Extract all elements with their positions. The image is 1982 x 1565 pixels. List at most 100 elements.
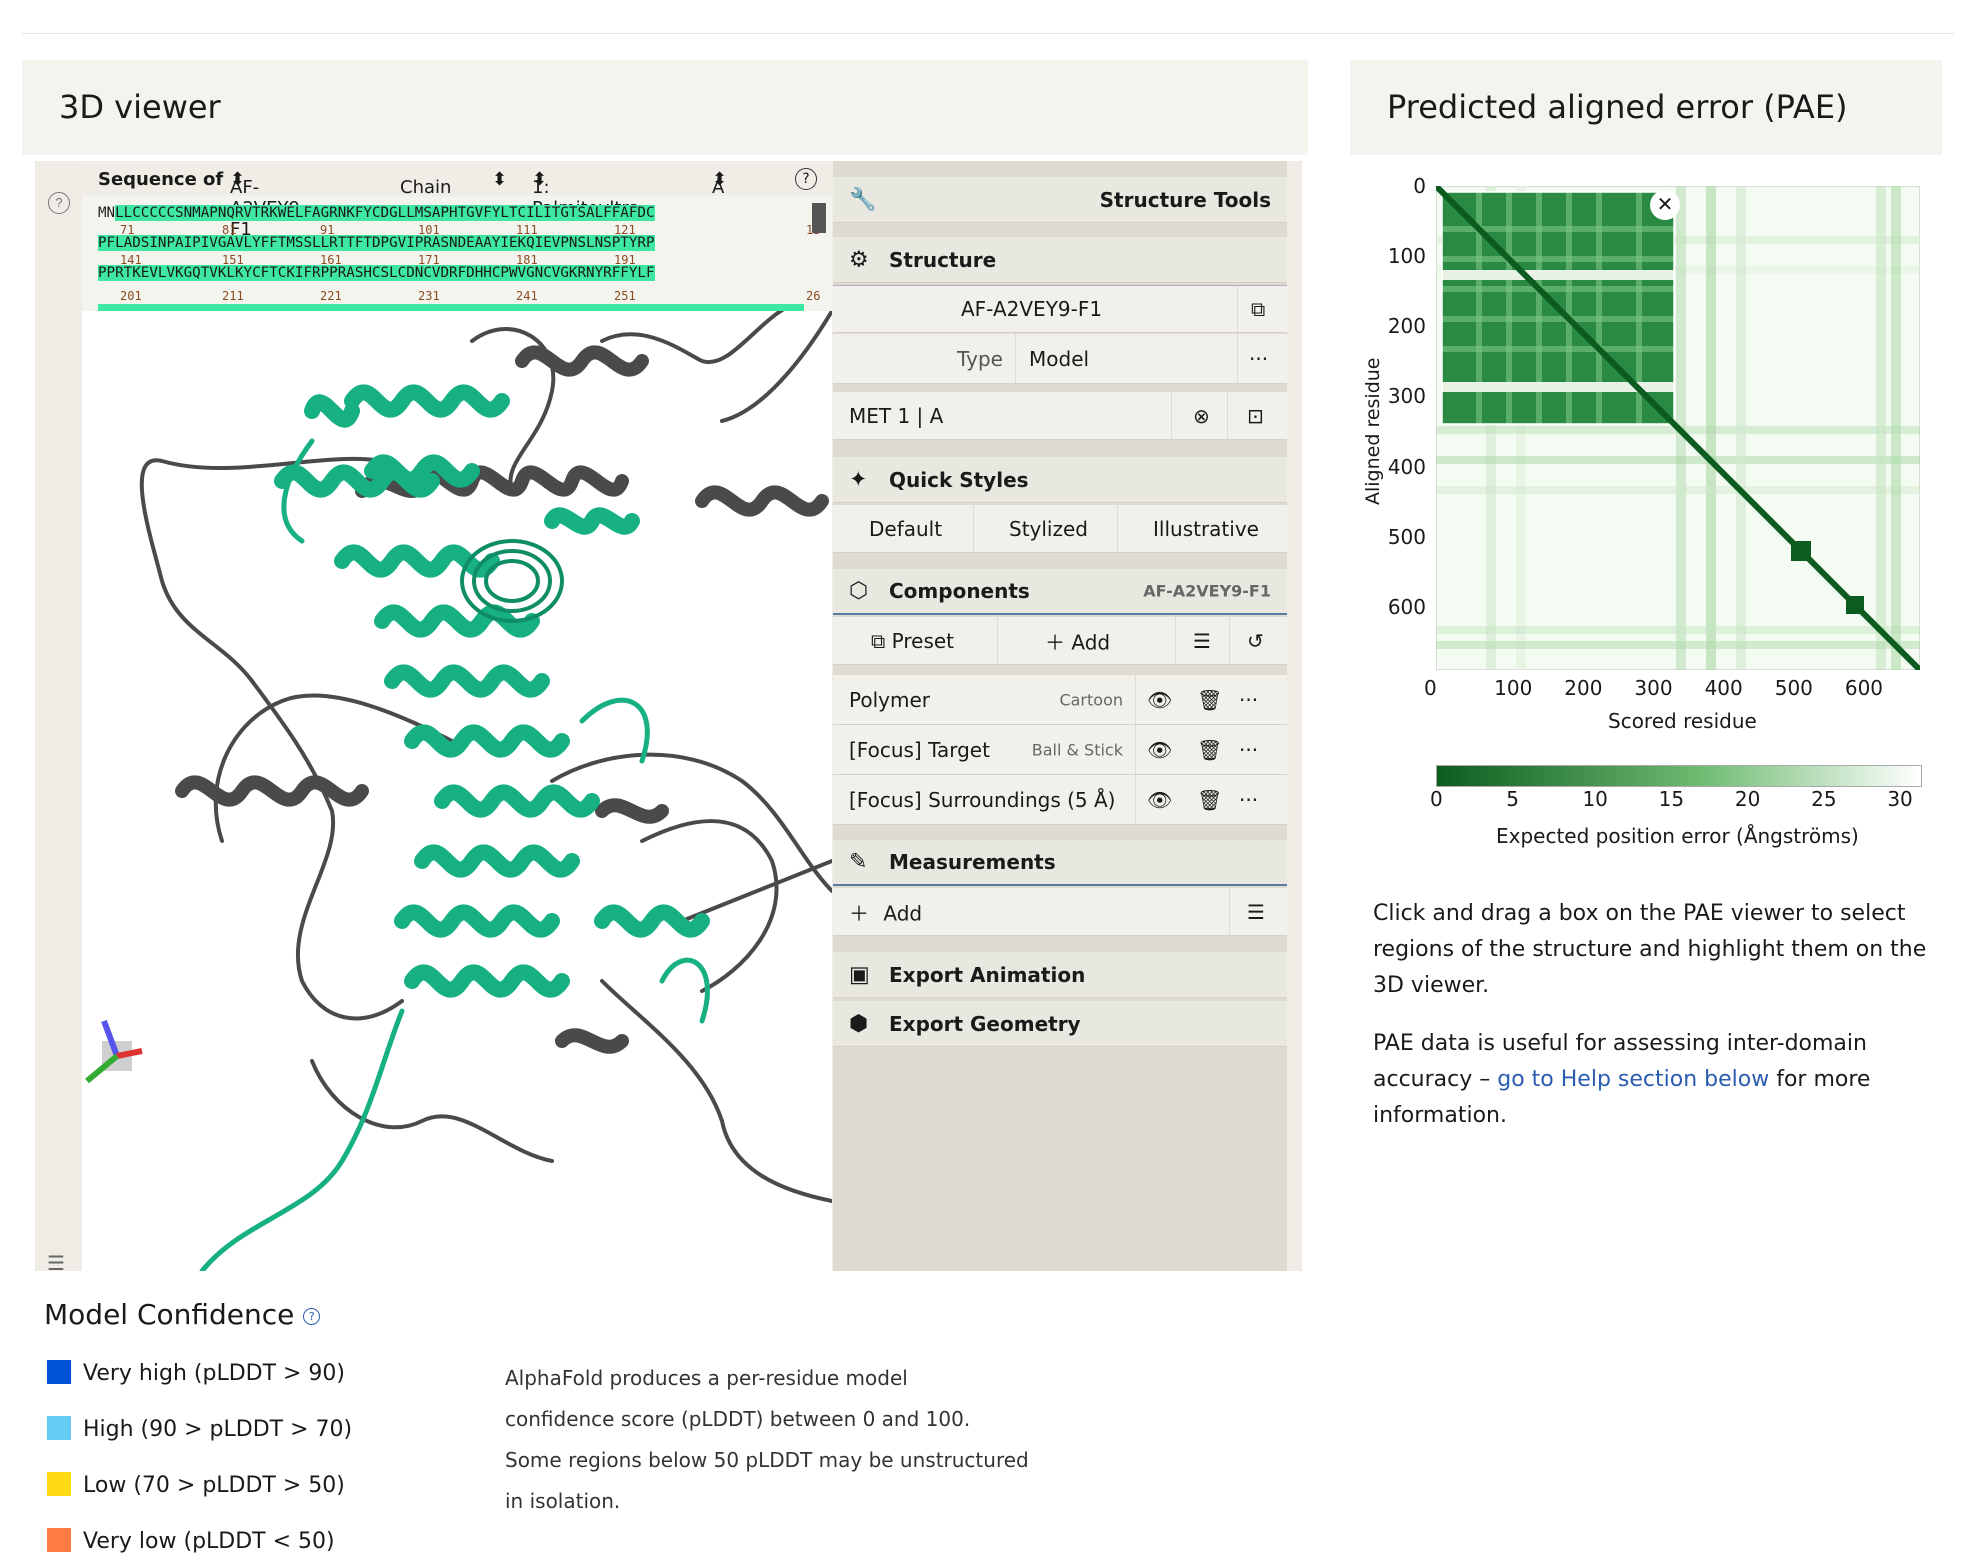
eye-icon[interactable]: 👁 <box>1147 687 1173 712</box>
pae-colorbar-tick: 0 <box>1430 787 1443 811</box>
seq-num: 26 <box>806 289 821 303</box>
structure-entry-row[interactable]: AF-A2VEY9-F1 ⧉ <box>833 285 1287 333</box>
geometry-icon: ⬢ <box>849 1011 869 1036</box>
trash-icon[interactable]: 🗑 <box>1197 687 1223 712</box>
pae-header: Predicted aligned error (PAE) <box>1350 60 1942 155</box>
add-component-button[interactable]: ＋ Add <box>1045 630 1111 654</box>
seq-num: 251 <box>614 289 636 303</box>
magic-wand-icon: ✦ <box>849 467 868 492</box>
structure-section[interactable]: ⚙ Structure <box>833 237 1287 283</box>
component-row-focus-target[interactable]: [Focus] Target Ball & Stick 👁 🗑 ··· <box>833 725 1287 775</box>
help-icon[interactable]: ? <box>48 192 70 214</box>
seq-num: 101 <box>418 223 440 237</box>
sequence-line-3[interactable]: PPRTKEVLVKGQTVKLKYCFTCKIFRPPRASHCSLCDNCV… <box>98 265 655 281</box>
close-selection-icon[interactable]: ✕ <box>1650 190 1680 220</box>
bookmark-icon[interactable]: ⧉ <box>1251 297 1266 321</box>
add-measurement-button[interactable]: ＋ Add <box>849 901 923 925</box>
pae-cell <box>1442 226 1674 232</box>
entry-select[interactable]: AF-A2VEY9-F1 ⬍ <box>230 169 306 240</box>
focus-row: MET 1 | A ⊗ ⊡ <box>833 392 1287 440</box>
measurements-section[interactable]: ✎ Measurements <box>833 840 1287 886</box>
components-section[interactable]: ⬡ Components AF-A2VEY9-F1 <box>833 569 1287 615</box>
more-icon[interactable]: ··· <box>1239 737 1259 762</box>
seq-num: 161 <box>320 253 342 267</box>
pae-y-tick: 400 <box>1387 454 1426 479</box>
chain-select[interactable]: 1: Palmitoyltra... ⬍ <box>532 169 657 219</box>
measurement-options-icon[interactable]: ☰ <box>1247 899 1265 924</box>
pae-x-axis-label: Scored residue <box>1608 709 1757 733</box>
top-divider <box>22 33 1954 34</box>
viewer-left-strip: ? ☰ <box>35 161 82 1275</box>
seq-num: 231 <box>418 289 440 303</box>
sequence-panel: Sequence of AF-A2VEY9-F1 ⬍ Chain ⬍ 1: Pa… <box>82 161 832 311</box>
more-icon[interactable]: ··· <box>1239 687 1259 712</box>
pae-cell <box>1442 382 1674 392</box>
export-geometry-section[interactable]: ⬢ Export Geometry <box>833 1001 1287 1047</box>
model-confidence-title: Model Confidence ? <box>44 1298 321 1331</box>
focus-camera-icon[interactable]: ⊡ <box>1247 403 1264 428</box>
seq-num: 121 <box>614 223 636 237</box>
components-actions-row: ⧉ Preset ＋ Add ☰ ↺ <box>833 617 1287 665</box>
pae-colorbar-tick: 25 <box>1811 787 1837 811</box>
mode-select-arrow-icon[interactable]: ⬍ <box>492 169 508 190</box>
eye-icon[interactable]: 👁 <box>1147 787 1173 812</box>
sequence-help-icon[interactable]: ? <box>795 168 817 190</box>
seq-num: 201 <box>120 289 142 303</box>
pae-y-tick: 300 <box>1387 384 1426 409</box>
measurements-add-row[interactable]: ＋ Add ☰ <box>833 888 1287 936</box>
info-icon[interactable]: ? <box>303 1307 321 1325</box>
settings-sliders-icon[interactable]: ☰ <box>47 1253 65 1275</box>
quick-styles-section[interactable]: ✦ Quick Styles <box>833 457 1287 503</box>
pae-colorbar-tick: 5 <box>1506 787 1519 811</box>
pae-cell <box>1436 456 1920 464</box>
component-row-polymer[interactable]: Polymer Cartoon 👁 🗑 ··· <box>833 675 1287 725</box>
component-row-focus-surroundings[interactable]: [Focus] Surroundings (5 Å) 👁 🗑 ··· <box>833 775 1287 825</box>
viewer-title: 3D viewer <box>59 88 221 126</box>
trash-icon[interactable]: 🗑 <box>1197 787 1223 812</box>
type-value[interactable]: Model <box>1029 346 1090 371</box>
pae-heatmap[interactable] <box>1436 186 1920 670</box>
style-default-button[interactable]: Default <box>869 516 943 541</box>
eye-icon[interactable]: 👁 <box>1147 737 1173 762</box>
history-icon[interactable]: ↺ <box>1247 628 1264 653</box>
pae-cell <box>1436 486 1920 494</box>
protein-structure <box>85 255 832 1271</box>
pae-x-tick: 400 <box>1704 676 1743 700</box>
more-icon[interactable]: ··· <box>1249 346 1269 371</box>
clear-focus-icon[interactable]: ⊗ <box>1193 403 1210 428</box>
sequence-line-2[interactable]: PFLADSINPAIPIVGAVLYFFTMSSLLRTTFTDPGVIPRA… <box>98 235 655 251</box>
chain-id-select[interactable]: A ⬍ <box>712 169 728 198</box>
legend-swatch <box>47 1528 71 1552</box>
wrench-icon: 🔧 <box>849 187 877 212</box>
pae-colorbar-tick: 10 <box>1582 787 1608 811</box>
pae-x-tick: 100 <box>1494 676 1533 700</box>
legend-swatch <box>47 1472 71 1496</box>
pae-cell <box>1442 286 1674 292</box>
help-section-link[interactable]: go to Help section below <box>1497 1067 1770 1092</box>
pae-x-tick: 300 <box>1634 676 1673 700</box>
style-stylized-button[interactable]: Stylized <box>1009 516 1088 541</box>
component-name: Polymer <box>849 687 930 712</box>
pae-description-2: PAE data is useful for assessing inter-d… <box>1373 1031 1871 1128</box>
pae-colorbar <box>1436 765 1922 787</box>
trash-icon[interactable]: 🗑 <box>1197 737 1223 762</box>
pae-cell <box>1636 192 1642 424</box>
preset-button[interactable]: ⧉ Preset <box>871 628 955 653</box>
3d-canvas[interactable]: ⟳ ◎ 🔧 ⛶ ☰ ➚ <box>82 161 832 1271</box>
pae-x-tick: 0 <box>1424 676 1437 700</box>
more-icon[interactable]: ··· <box>1239 787 1259 812</box>
pae-cell <box>1891 186 1901 670</box>
seq-num: 151 <box>222 253 244 267</box>
sequence-scrollbar[interactable] <box>812 203 826 233</box>
sequence-line-1[interactable]: MNLLCCCCCSNMAPNQRVTRKWELFAGRNKFYCDGLLMSA… <box>98 205 655 221</box>
pae-cell <box>1442 256 1674 262</box>
export-animation-section[interactable]: ▣ Export Animation <box>833 952 1287 998</box>
seq-num: 141 <box>120 253 142 267</box>
style-illustrative-button[interactable]: Illustrative <box>1153 516 1259 541</box>
seq-num: 211 <box>222 289 244 303</box>
legend-swatch <box>47 1416 71 1440</box>
component-options-icon[interactable]: ☰ <box>1193 628 1211 653</box>
pae-cell <box>1506 192 1512 424</box>
focus-value: MET 1 | A <box>849 403 944 428</box>
pae-cell <box>1596 192 1602 424</box>
